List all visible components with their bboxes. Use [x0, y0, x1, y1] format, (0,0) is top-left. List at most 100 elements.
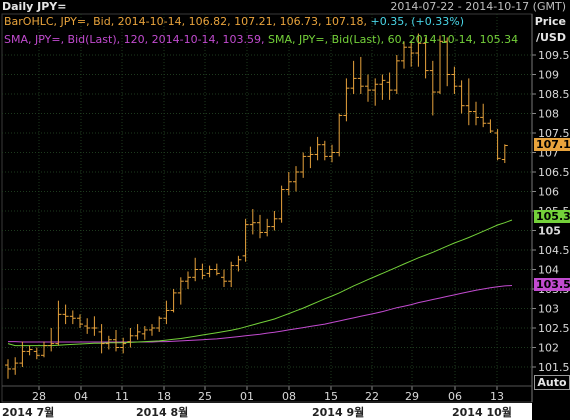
ohlc-bar [141, 326, 148, 340]
y-tick-label: 105 [538, 225, 561, 238]
x-axis: 28 04 11 18 25 01 08 15 22 29 06 13 [2, 385, 532, 403]
ohlc-change-label: +0.35, (+0.33%) [370, 15, 464, 28]
ohlc-bar [437, 35, 443, 94]
y-tick-label: 101.5 [538, 361, 570, 374]
x-tick-label: 08 [282, 390, 296, 403]
ohlc-bar [77, 314, 83, 328]
ohlc-bar [48, 328, 55, 352]
x-tick-label: 13 [490, 390, 504, 403]
ohlc-bar [170, 289, 177, 313]
ohlc-bar [458, 80, 465, 114]
y-tick-label: 108.5 [538, 88, 570, 101]
ohlc-bars [5, 33, 508, 379]
ohlc-bar [393, 55, 400, 94]
ohlc-bar [41, 341, 47, 358]
ohlc-bar [62, 304, 69, 325]
title-bar: Daily JPY= 2014-07-22 - 2014-10-17 (GMT) [0, 0, 570, 14]
sma60-legend-label: SMA, JPY=, Bid(Last), 60, 2014-10-14, 10… [268, 33, 519, 46]
ohlc-bar [278, 185, 285, 223]
y-tick-label: 102 [538, 342, 559, 355]
chart-title: Daily JPY= [2, 0, 67, 13]
ohlc-bar [300, 152, 307, 178]
ohlc-bar [357, 56, 364, 94]
y-tick-label: 106.5 [538, 166, 570, 179]
x-tick-label: 15 [324, 390, 338, 403]
y-tick-label: 102.5 [538, 322, 570, 335]
y-tick-label: 103 [538, 303, 559, 316]
sma60-price-tag: 105.34 [534, 210, 570, 223]
ohlc-bar [480, 103, 487, 128]
sma120-legend-label: SMA, JPY=, Bid(Last), 120, 2014-10-14, 1… [4, 33, 265, 46]
ohlc-bar [494, 129, 501, 161]
ohlc-bar [271, 211, 278, 231]
month-label-oct: 2014 10월 [452, 406, 512, 419]
sma-60-layer [7, 219, 513, 347]
month-label-sep: 2014 9월 [312, 406, 365, 419]
ohlc-bar [451, 66, 458, 94]
ohlc-bar [465, 78, 472, 126]
sma-60-line [7, 219, 513, 347]
x-tick-label: 25 [198, 390, 212, 403]
ohlc-bar [149, 324, 155, 336]
ohlc-bar [372, 78, 379, 106]
ohlc-bar [113, 329, 119, 352]
ohlc-bar [228, 261, 235, 288]
ohlc-bar [257, 214, 263, 239]
ohlc-bar [134, 324, 141, 340]
ohlc-bar [379, 74, 386, 100]
ohlc-bar [249, 209, 256, 235]
ohlc-bar [293, 166, 299, 192]
ohlc-bar [285, 172, 292, 196]
ohlc-bar [91, 316, 98, 336]
y-tick-label: 109.5 [538, 49, 570, 62]
ohlc-bar [163, 300, 170, 325]
month-label-aug: 2014 8월 [136, 406, 189, 419]
ohlc-bar [408, 41, 415, 67]
ohlc-bar [213, 263, 220, 276]
ohlc-legend-label: BarOHLC, JPY=, Bid, 2014-10-14, 106.82, … [4, 15, 368, 28]
x-tick-label: 22 [365, 390, 379, 403]
ohlc-bar [26, 345, 33, 356]
x-tick-label: 18 [157, 390, 171, 403]
ohlc-bar [12, 357, 19, 375]
x-tick-label: 01 [240, 390, 254, 403]
ohlc-bar [120, 337, 127, 354]
sma-120-layer [8, 285, 513, 343]
y-tick-label: 107.5 [538, 127, 570, 140]
grid-lines [1, 13, 533, 403]
x-tick-label: 06 [448, 390, 462, 403]
ohlc-bar [329, 144, 335, 163]
y-tick-label: 104 [538, 264, 559, 277]
ohlc-bar [501, 144, 508, 164]
ohlc-bar [314, 136, 321, 161]
month-axis: 2014 7월 2014 8월 2014 9월 2014 10월 [0, 403, 532, 420]
ohlc-bar [206, 265, 213, 278]
x-tick-label: 04 [74, 390, 88, 403]
date-range: 2014-07-22 - 2014-10-17 (GMT) [390, 0, 566, 13]
ohlc-bar [343, 78, 350, 122]
ohlc-bar [5, 359, 11, 379]
x-tick-label: 28 [32, 390, 46, 403]
y-axis: 109.5109108.5108107.5107106.5106105.5105… [531, 14, 570, 402]
ohlc-bar [365, 74, 371, 102]
ohlc-bar [473, 101, 479, 126]
ohlc-legend: BarOHLC, JPY=, Bid, 2014-10-14, 106.82, … [4, 15, 464, 28]
ohlc-bar [307, 146, 314, 169]
y-tick-label: 104.5 [538, 244, 570, 257]
sma-legend: SMA, JPY=, Bid(Last), 120, 2014-10-14, 1… [4, 33, 518, 46]
ohlc-bar [401, 41, 407, 69]
ohlc-bar [444, 37, 451, 87]
sma-120-line [8, 285, 513, 343]
y-tick-label: 106 [538, 186, 559, 199]
auto-scale-button[interactable]: Auto [534, 375, 570, 390]
sma120-price-tag: 103.59 [534, 278, 570, 291]
ohlc-bar [84, 318, 91, 334]
ohlc-bar [235, 255, 242, 272]
ohlc-bar [98, 324, 105, 354]
ohlc-bar [33, 347, 40, 360]
x-tick-label: 29 [405, 390, 419, 403]
ohlc-bar [264, 218, 271, 237]
ohlc-bar [192, 257, 199, 282]
ohlc-bar [69, 310, 76, 325]
